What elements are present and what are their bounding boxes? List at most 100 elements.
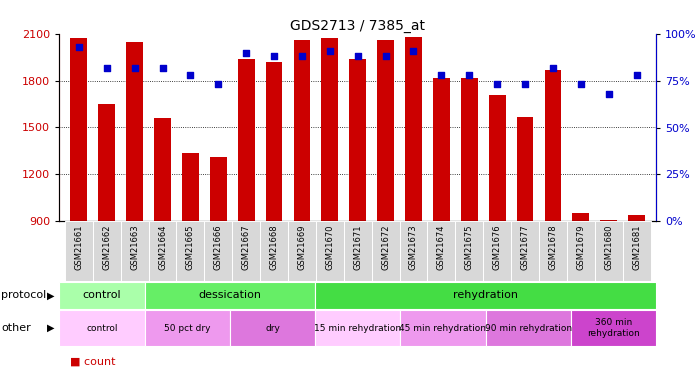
Bar (154, 118, 171, 221)
Text: GSM21679: GSM21679 (577, 224, 586, 270)
Point (519, 81, 530, 87)
Bar (177, 221, 205, 281)
Text: ▶: ▶ (47, 290, 54, 300)
Bar (344, 221, 371, 281)
Bar (486, 310, 571, 346)
Text: GSM21668: GSM21668 (269, 224, 279, 270)
Bar (230, 310, 315, 346)
Title: GDS2713 / 7385_at: GDS2713 / 7385_at (290, 19, 425, 33)
Bar (489, 95, 505, 221)
Bar (399, 221, 427, 281)
Bar (210, 157, 227, 221)
Bar (294, 40, 311, 221)
Text: GSM21663: GSM21663 (130, 224, 139, 270)
Text: GSM21670: GSM21670 (325, 224, 334, 270)
Bar (455, 221, 483, 281)
Bar (350, 59, 366, 221)
Text: GSM21671: GSM21671 (353, 224, 362, 270)
Point (185, 72, 196, 78)
Point (436, 72, 447, 78)
Bar (623, 221, 651, 281)
Point (297, 53, 308, 59)
Bar (315, 282, 656, 309)
Text: GSM21672: GSM21672 (381, 224, 390, 270)
Bar (70, 38, 87, 221)
Text: GSM21680: GSM21680 (604, 224, 614, 270)
Bar (433, 78, 450, 221)
Bar (567, 221, 595, 281)
Text: GSM21667: GSM21667 (242, 224, 251, 270)
Point (241, 50, 252, 55)
Point (325, 48, 336, 54)
Point (491, 81, 503, 87)
Bar (572, 213, 589, 221)
Bar (121, 221, 149, 281)
Bar (260, 221, 288, 281)
Text: GSM21661: GSM21661 (75, 224, 83, 270)
Point (603, 91, 614, 97)
Point (157, 64, 168, 70)
Bar (182, 153, 199, 221)
Text: 45 min rehydration: 45 min rehydration (399, 324, 487, 333)
Text: other: other (1, 323, 31, 333)
Bar (322, 39, 339, 221)
Bar (595, 221, 623, 281)
Bar (600, 220, 617, 221)
Bar (544, 70, 561, 221)
Bar (149, 221, 177, 281)
Text: rehydration: rehydration (453, 290, 518, 300)
Point (213, 81, 224, 87)
Text: 50 pct dry: 50 pct dry (164, 324, 211, 333)
Bar (628, 215, 645, 221)
Bar (266, 62, 283, 221)
Bar (377, 40, 394, 221)
Bar (144, 310, 230, 346)
Text: 15 min rehydration: 15 min rehydration (314, 324, 401, 333)
Bar (126, 42, 143, 221)
Point (380, 53, 391, 59)
Bar (93, 221, 121, 281)
Bar (205, 221, 232, 281)
Point (575, 81, 586, 87)
Text: GSM21662: GSM21662 (102, 224, 111, 270)
Text: GSM21666: GSM21666 (214, 224, 223, 270)
Text: dessication: dessication (198, 290, 261, 300)
Bar (539, 221, 567, 281)
Text: ▶: ▶ (47, 323, 54, 333)
Text: GSM21677: GSM21677 (521, 224, 530, 270)
Text: protocol: protocol (1, 290, 47, 300)
Text: ■ count: ■ count (70, 357, 115, 367)
Bar (427, 221, 455, 281)
Text: control: control (82, 290, 121, 300)
Point (631, 72, 642, 78)
Text: GSM21675: GSM21675 (465, 224, 474, 270)
Bar (405, 37, 422, 221)
Point (547, 64, 558, 70)
Bar (315, 310, 401, 346)
Text: GSM21669: GSM21669 (297, 224, 306, 270)
Bar (483, 221, 511, 281)
Point (101, 64, 112, 70)
Point (463, 72, 475, 78)
Bar (65, 221, 93, 281)
Text: 90 min rehydration: 90 min rehydration (484, 324, 572, 333)
Point (269, 53, 280, 59)
Bar (316, 221, 344, 281)
Text: GSM21664: GSM21664 (158, 224, 167, 270)
Bar (144, 282, 315, 309)
Bar (517, 117, 533, 221)
Bar (371, 221, 399, 281)
Bar (59, 282, 144, 309)
Point (352, 53, 363, 59)
Bar (59, 310, 144, 346)
Text: 360 min
rehydration: 360 min rehydration (587, 318, 640, 338)
Bar (571, 310, 656, 346)
Text: GSM21673: GSM21673 (409, 224, 418, 270)
Bar (288, 221, 316, 281)
Text: GSM21681: GSM21681 (632, 224, 641, 270)
Point (129, 64, 140, 70)
Bar (98, 104, 115, 221)
Text: GSM21676: GSM21676 (493, 224, 502, 270)
Text: GSM21678: GSM21678 (549, 224, 558, 270)
Point (408, 48, 419, 54)
